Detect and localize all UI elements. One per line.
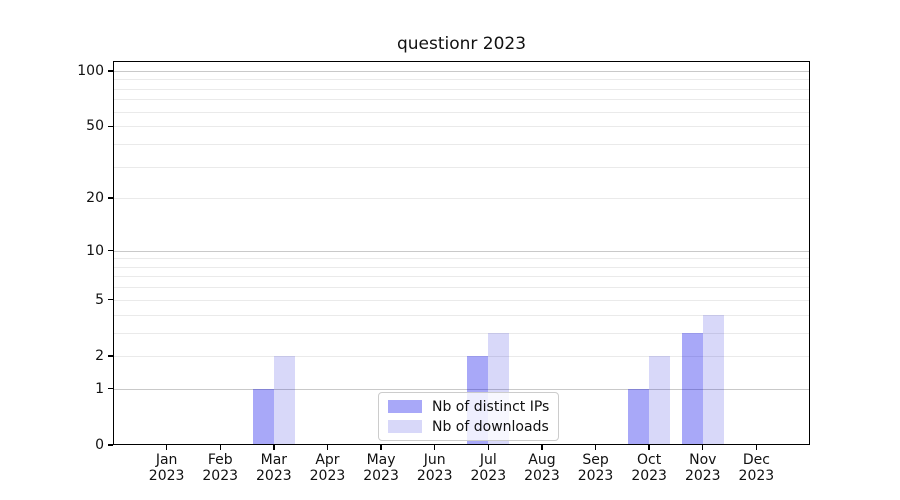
plot-area [113,61,810,445]
x-tick-month: Feb [207,452,233,468]
x-tick-label: Oct 2023 [617,452,681,484]
legend-entry: Nb of distinct IPs [388,398,549,415]
x-tick-year: 2023 [631,468,667,484]
x-tick-label: Feb 2023 [188,452,252,484]
x-tick-mark [702,445,704,450]
chart-title: questionr 2023 [396,34,527,54]
y-tick-label: 1 [95,380,104,397]
minor-gridline [113,79,810,81]
x-tick-mark [594,445,597,450]
x-tick-year: 2023 [202,468,239,484]
bar-downloads [273,355,295,445]
x-tick-month: Sep [582,452,609,468]
minor-gridline [113,88,810,90]
x-tick-year: 2023 [524,468,560,484]
x-tick-label: Jul 2023 [456,452,520,484]
minor-gridline [113,198,810,200]
minor-gridline [113,266,810,268]
x-tick-label: Jun 2023 [403,452,467,484]
x-tick-month: Nov [689,452,717,468]
y-tick-label: 20 [86,190,104,207]
x-tick-year: 2023 [416,468,453,484]
x-tick-label: Apr 2023 [295,452,359,484]
x-tick-label: Aug 2023 [510,452,574,484]
minor-gridline [113,332,810,334]
major-gridline [113,250,810,252]
y-tick-mark [108,388,113,390]
minor-gridline [113,99,810,101]
y-tick-mark [108,299,113,301]
y-tick-label: 2 [95,347,104,364]
major-gridline [113,388,810,390]
x-tick-mark [487,445,489,450]
bar-distinct-ips [628,388,650,445]
major-gridline [113,70,810,72]
x-tick-year: 2023 [363,468,399,484]
x-tick-mark [755,445,758,450]
x-tick-month: Apr [315,452,340,468]
bar-downloads [702,314,724,445]
minor-gridline [113,111,810,113]
x-tick-mark [273,445,275,450]
y-tick-label: 50 [86,118,104,135]
y-tick-mark [108,197,113,199]
x-tick-mark [219,445,221,450]
x-tick-label: May 2023 [349,452,413,484]
x-tick-month: Jun [423,452,446,468]
legend-entry: Nb of downloads [388,418,549,435]
bar-downloads [649,355,671,445]
legend: Nb of distinct IPs Nb of downloads [378,392,560,441]
x-tick-year: 2023 [470,468,507,484]
minor-gridline [113,355,810,357]
x-tick-year: 2023 [684,468,721,484]
x-tick-label: Nov 2023 [671,452,735,484]
x-tick-mark [541,445,543,450]
x-tick-mark [165,445,168,450]
x-tick-month: Dec [742,452,770,468]
x-tick-year: 2023 [577,468,614,484]
minor-gridline [113,314,810,316]
y-tick-label: 5 [95,291,104,308]
y-tick-label: 0 [95,437,104,453]
bar-distinct-ips [681,332,703,445]
x-tick-label: Mar 2023 [242,452,306,484]
y-tick-mark [108,125,113,127]
x-tick-year: 2023 [256,468,292,484]
y-tick-mark [108,249,113,252]
legend-label-downloads: Nb of downloads [432,418,549,435]
x-tick-year: 2023 [148,468,185,484]
x-tick-month: Jul [479,452,497,468]
y-tick-mark [108,70,113,72]
bar-distinct-ips [252,388,274,445]
y-tick-label: 10 [86,242,104,259]
minor-gridline [113,258,810,260]
x-tick-mark [648,445,650,450]
minor-gridline [113,126,810,128]
minor-gridline [113,143,810,145]
x-tick-month: Jan [155,452,178,468]
minor-gridline [113,287,810,289]
x-tick-mark [326,445,329,450]
x-tick-mark [433,445,436,450]
x-tick-label: Sep 2023 [564,452,628,484]
minor-gridline [113,299,810,301]
x-tick-month: Oct [637,452,662,468]
x-tick-month: Mar [260,452,288,468]
x-tick-year: 2023 [309,468,346,484]
minor-gridline [113,276,810,278]
y-tick-mark [108,444,113,446]
x-tick-label: Dec 2023 [724,452,788,484]
x-tick-month: May [366,452,396,468]
legend-swatch-distinct-ips [388,400,422,413]
legend-swatch-downloads [388,420,422,433]
x-tick-month: Aug [528,452,556,468]
y-tick-mark [108,355,113,357]
legend-label-distinct-ips: Nb of distinct IPs [432,398,550,415]
y-tick-label: 100 [77,62,104,79]
x-tick-mark [380,445,382,450]
x-tick-label: Jan 2023 [135,452,199,484]
x-tick-year: 2023 [738,468,775,484]
minor-gridline [113,166,810,168]
